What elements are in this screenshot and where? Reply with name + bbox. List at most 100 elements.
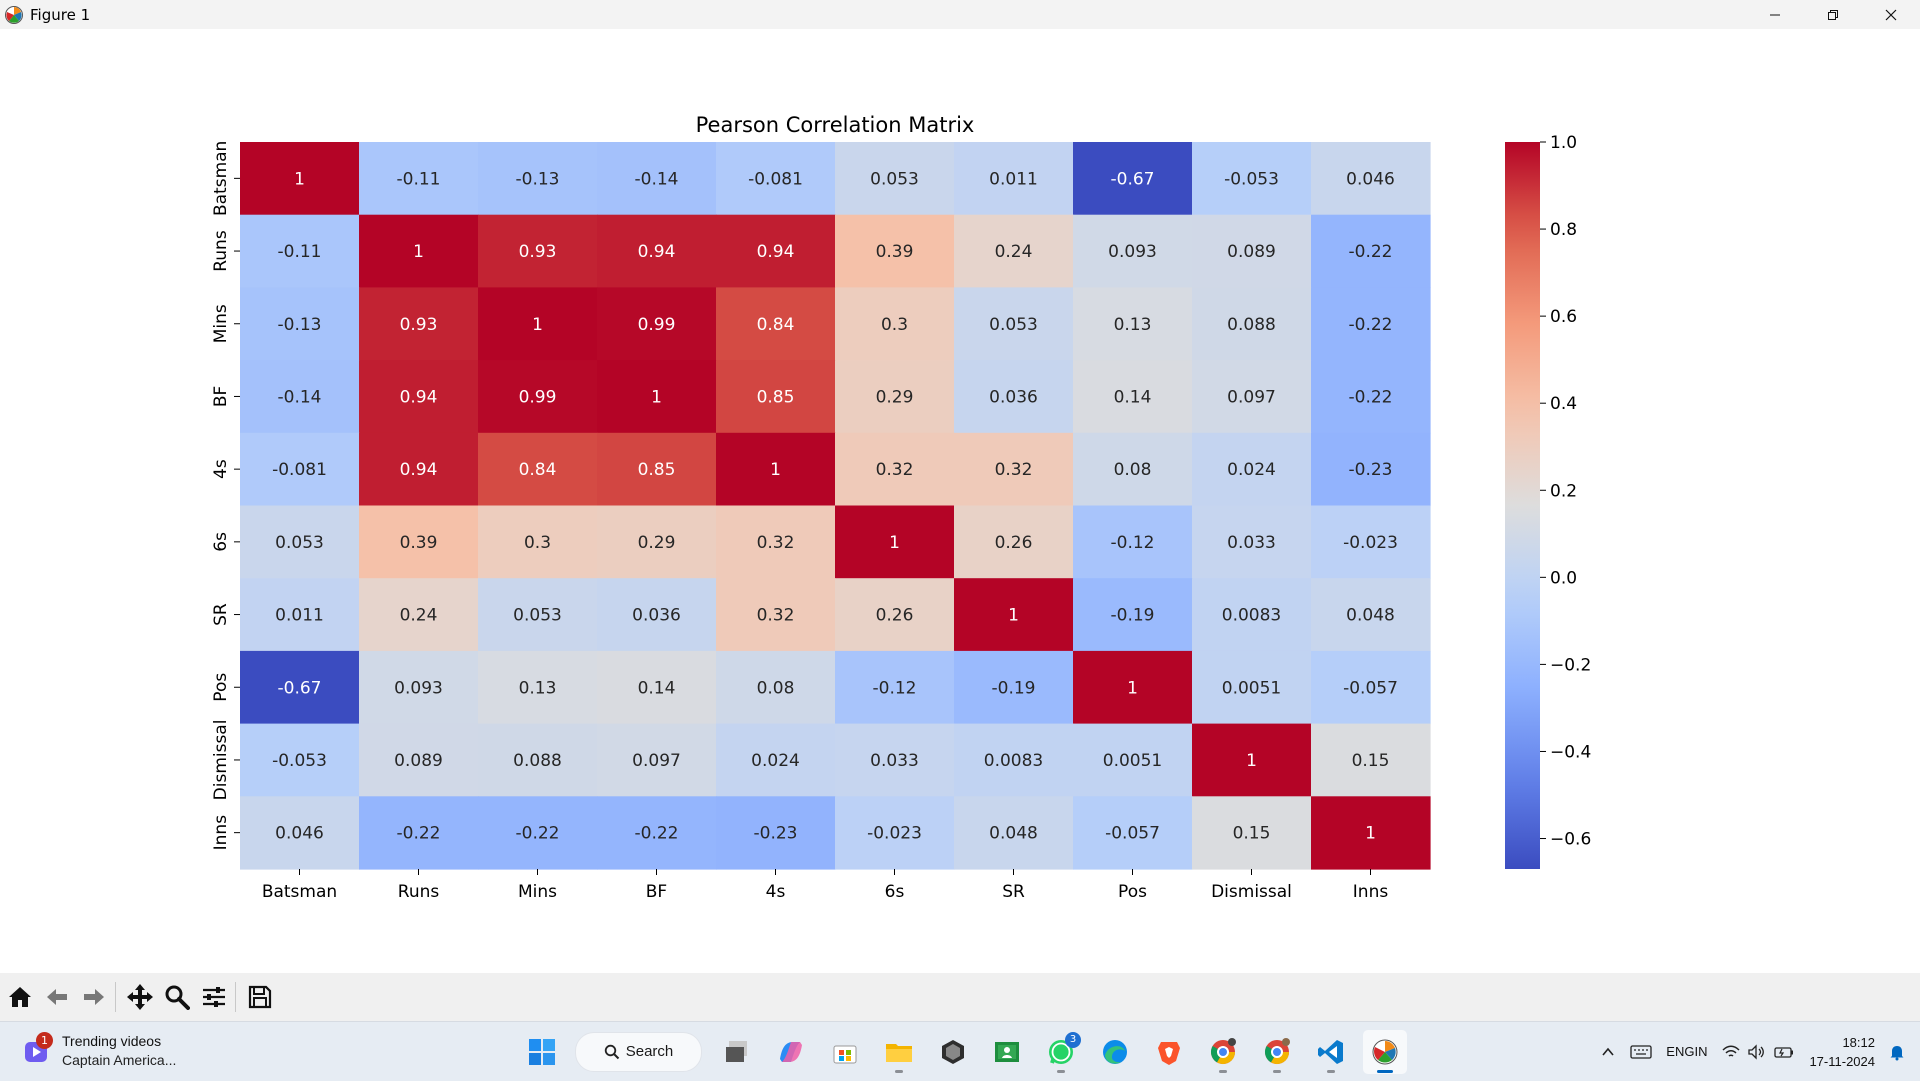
matplotlib-figure-button[interactable] <box>1363 1029 1407 1074</box>
heatmap-cell <box>240 360 360 434</box>
heatmap-cell <box>240 214 360 288</box>
zoom-button[interactable] <box>160 980 194 1014</box>
x-axis-ticks: Batsman Runs Mins BF 4s 6s SR Pos Dismissal Inns <box>262 869 1388 902</box>
navigation-toolbar <box>0 973 1920 1021</box>
colorbar-tick-label: −0.2 <box>1550 655 1591 675</box>
cell-value-label: 0.048 <box>1346 606 1395 626</box>
cell-value-label: 0.088 <box>513 751 562 771</box>
brave-icon <box>1158 1041 1180 1065</box>
close-button[interactable] <box>1862 0 1920 29</box>
widget-video-icon: 1 <box>22 1032 53 1066</box>
cell-value-label: 0.046 <box>1346 169 1395 189</box>
vscode-button[interactable] <box>1309 1030 1353 1074</box>
heatmap-cell <box>597 287 717 361</box>
taskbar-search[interactable]: Search <box>575 1031 702 1072</box>
file-explorer-button[interactable] <box>877 1030 921 1074</box>
cell-value-label: 1 <box>1008 606 1019 626</box>
brave-button[interactable] <box>1147 1030 1191 1074</box>
save-button[interactable] <box>243 980 277 1014</box>
x-tick-label: 4s <box>766 882 786 902</box>
pan-button[interactable] <box>123 980 157 1014</box>
task-view-button[interactable] <box>715 1030 759 1074</box>
toolbar-separator <box>115 982 116 1012</box>
colorbar-tick-label: 0.0 <box>1550 568 1577 588</box>
battery-charging-icon <box>1774 1046 1794 1058</box>
widget-subtitle: Captain America... <box>62 1052 177 1068</box>
network-volume-battery-button[interactable] <box>1721 1043 1795 1060</box>
cell-value-label: 0.036 <box>632 606 681 626</box>
heatmap-cell <box>954 360 1074 434</box>
restore-button[interactable] <box>1804 0 1862 29</box>
cell-value-label: -0.053 <box>1224 169 1279 189</box>
cell-value-label: -0.057 <box>1343 678 1398 698</box>
cell-value-label: 0.14 <box>1114 387 1152 407</box>
figure-canvas[interactable]: Pearson Correlation Matrix 1 -0.11 -0.13 -0… <box>0 29 1920 973</box>
search-icon <box>604 1044 619 1059</box>
home-icon <box>9 987 31 1007</box>
cell-value-label: 0.99 <box>638 315 676 335</box>
y-tick-label: Inns <box>211 815 231 851</box>
widgets-button[interactable]: 1 Trending videos Captain America... <box>22 1032 176 1070</box>
cell-value-label: 0.39 <box>400 533 438 553</box>
heatmap-cell <box>597 432 717 507</box>
language-button[interactable]: ENG IN <box>1666 1043 1707 1060</box>
file-explorer-icon <box>886 1043 912 1062</box>
keyboard-icon <box>1630 1044 1652 1059</box>
whatsapp-button[interactable]: 3 <box>1039 1030 1083 1074</box>
heatmap-cell <box>478 432 598 507</box>
cell-value-label: -0.081 <box>272 460 327 480</box>
heatmap-cell <box>240 287 360 361</box>
cell-value-label: 0.13 <box>1114 315 1152 335</box>
forward-icon <box>84 989 104 1005</box>
colorbar-tick-label: 0.4 <box>1550 394 1577 414</box>
heatmap-cell <box>954 723 1074 797</box>
start-button[interactable] <box>520 1030 564 1074</box>
y-axis-ticks: Batsman Runs Mins BF 4s 6s SR Pos Dismissal Inns <box>211 141 240 851</box>
heatmap-cell <box>954 287 1074 361</box>
unity-hub-button[interactable] <box>931 1030 975 1074</box>
heatmap-cell <box>359 287 479 361</box>
home-button[interactable] <box>3 980 37 1014</box>
show-hidden-icons-button[interactable] <box>1600 1044 1616 1060</box>
cell-value-label: 0.32 <box>757 533 795 553</box>
chrome-profile-1-button[interactable] <box>1201 1030 1245 1074</box>
cell-value-label: 1 <box>1127 678 1138 698</box>
configure-subplots-button[interactable] <box>197 980 231 1014</box>
bell-icon <box>1890 1045 1904 1060</box>
heatmap-cell <box>478 578 598 652</box>
chrome-profile-2-button[interactable] <box>1255 1030 1299 1074</box>
x-tick-label: BF <box>646 882 667 902</box>
heatmap-cell <box>240 578 360 652</box>
volume-icon <box>1748 1043 1765 1060</box>
store-button[interactable] <box>823 1030 867 1074</box>
heatmap-cell <box>954 214 1074 288</box>
cell-value-label: -0.19 <box>992 678 1036 698</box>
minimize-button[interactable] <box>1746 0 1804 29</box>
copilot-button[interactable] <box>769 1030 813 1074</box>
heatmap-cell <box>716 142 836 216</box>
edge-button[interactable] <box>1093 1030 1137 1074</box>
copilot-icon <box>780 1041 802 1062</box>
matplotlib-app-icon <box>5 5 23 24</box>
x-tick-label: 6s <box>885 882 905 902</box>
heatmap-cell <box>359 432 479 507</box>
heatmap-cell <box>240 723 360 797</box>
cell-value-label: -0.053 <box>272 751 327 771</box>
clock-button[interactable]: 18:12 17-11-2024 <box>1809 1033 1875 1071</box>
heatmap-cell <box>716 578 836 652</box>
back-button[interactable] <box>40 980 74 1014</box>
task-view-icon <box>726 1040 747 1062</box>
keyboard-button[interactable] <box>1630 1044 1652 1060</box>
notifications-button[interactable] <box>1888 1043 1906 1061</box>
cell-value-label: 0.93 <box>400 315 438 335</box>
cell-value-label: 0.046 <box>275 824 324 844</box>
forward-button[interactable] <box>77 980 111 1014</box>
heatmap-cell <box>835 142 955 216</box>
classroom-button[interactable] <box>985 1030 1029 1074</box>
heatmap-cell <box>954 578 1074 652</box>
heatmap-cell <box>1311 650 1431 725</box>
x-tick-label: Runs <box>398 882 440 902</box>
cell-value-label: 0.093 <box>394 678 443 698</box>
heatmap-cell <box>1073 650 1193 725</box>
minimize-icon <box>1770 14 1780 15</box>
